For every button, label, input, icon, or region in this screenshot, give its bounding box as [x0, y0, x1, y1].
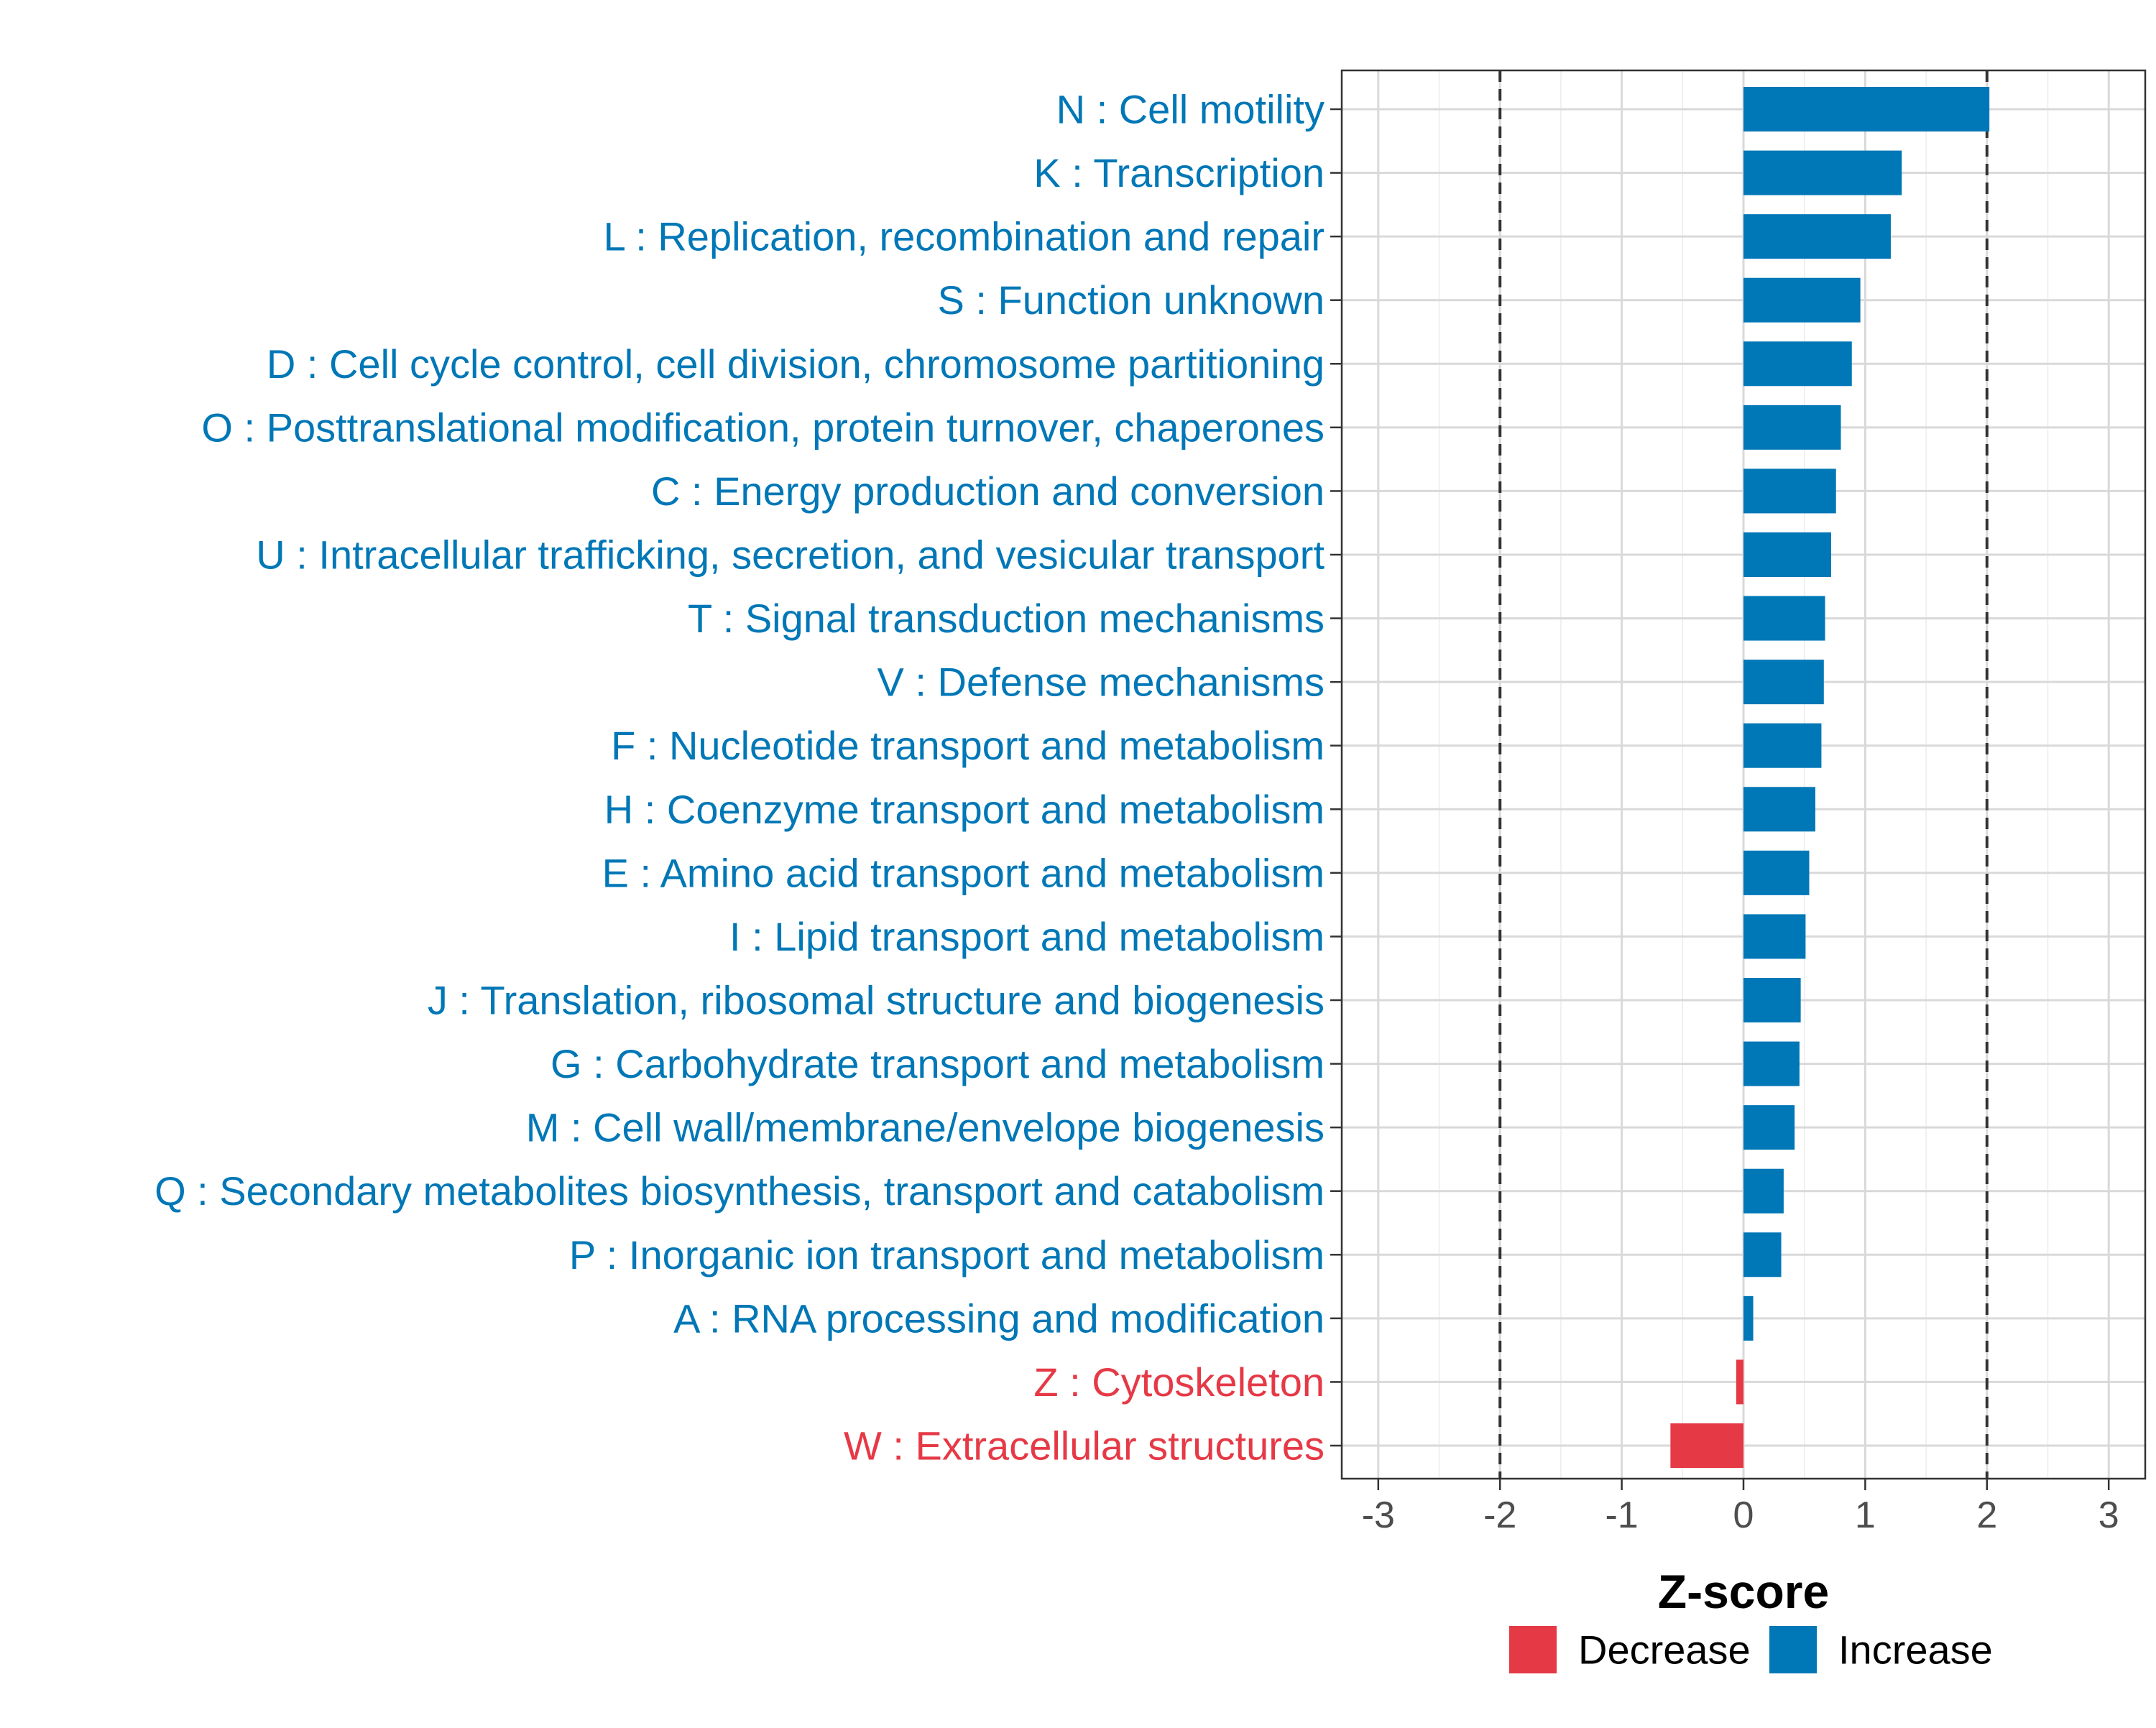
category-label: U : Intracellular trafficking, secretion… [256, 532, 1325, 578]
bar [1743, 850, 1810, 895]
category-label: M : Cell wall/membrane/envelope biogenes… [526, 1105, 1325, 1150]
bar [1670, 1423, 1743, 1468]
category-label: D : Cell cycle control, cell division, c… [267, 341, 1325, 387]
category-label: N : Cell motility [1056, 87, 1325, 132]
bars [1670, 87, 1990, 1468]
bar [1743, 1232, 1782, 1277]
x-tick-labels: -3 -2 -1 0 1 2 3 [1362, 1494, 2119, 1536]
category-label: K : Transcription [1033, 150, 1325, 195]
bar [1743, 1168, 1784, 1214]
x-tick-label: -1 [1605, 1494, 1638, 1536]
x-axis-ticks [1377, 1479, 2110, 1490]
category-label: C : Energy production and conversion [651, 468, 1325, 514]
bar [1743, 723, 1822, 768]
bar [1743, 1295, 1754, 1341]
category-label: G : Carbohydrate transport and metabolis… [550, 1041, 1325, 1086]
bar [1743, 150, 1902, 195]
bar [1743, 914, 1806, 959]
bar [1743, 787, 1815, 832]
category-label: S : Function unknown [937, 277, 1325, 323]
category-label: J : Translation, ribosomal structure and… [428, 978, 1325, 1023]
x-tick-label: 1 [1855, 1494, 1876, 1536]
x-tick-label: 3 [2099, 1494, 2119, 1536]
category-label: L : Replication, recombination and repai… [604, 214, 1325, 259]
bar [1743, 341, 1852, 387]
category-labels: N : Cell motility K : Transcription L : Re… [155, 87, 1325, 1469]
y-axis-ticks [1330, 108, 1342, 1447]
category-label: O : Posttranslational modification, prot… [201, 405, 1325, 450]
bar [1743, 214, 1891, 259]
category-label: W : Extracellular structures [844, 1423, 1325, 1469]
reference-lines [1498, 70, 1989, 1479]
category-label: E : Amino acid transport and metabolism [602, 850, 1325, 895]
category-label: A : RNA processing and modification [673, 1295, 1325, 1341]
x-tick-label: 0 [1733, 1494, 1754, 1536]
x-tick-label: -3 [1362, 1494, 1395, 1536]
bar [1743, 596, 1825, 641]
category-label: V : Defense mechanisms [877, 660, 1325, 705]
x-axis-title: Z-score [1658, 1565, 1829, 1618]
category-label: T : Signal transduction mechanisms [688, 596, 1325, 641]
bar [1743, 532, 1831, 577]
category-label: P : Inorganic ion transport and metaboli… [569, 1232, 1325, 1277]
legend-swatch [1509, 1626, 1557, 1673]
category-label: Z : Cytoskeleton [1033, 1359, 1325, 1405]
bar [1743, 1041, 1800, 1086]
category-label: Q : Secondary metabolites biosynthesis, … [155, 1168, 1325, 1214]
category-label: F : Nucleotide transport and metabolism [611, 723, 1325, 768]
legend: Decrease Increase [1509, 1626, 1993, 1673]
x-tick-label: 2 [1976, 1494, 1997, 1536]
legend-label: Increase [1838, 1627, 1993, 1673]
bar [1743, 1105, 1795, 1150]
legend-label: Decrease [1578, 1627, 1751, 1673]
bar [1743, 405, 1841, 450]
bar [1736, 1359, 1743, 1405]
x-tick-label: -2 [1483, 1494, 1516, 1536]
bar [1743, 277, 1861, 323]
bar [1743, 468, 1836, 514]
bar [1743, 660, 1824, 705]
bar [1743, 978, 1801, 1022]
category-label: H : Coenzyme transport and metabolism [604, 787, 1325, 832]
legend-swatch [1769, 1626, 1817, 1673]
category-label: I : Lipid transport and metabolism [729, 914, 1325, 959]
bar [1743, 87, 1990, 131]
